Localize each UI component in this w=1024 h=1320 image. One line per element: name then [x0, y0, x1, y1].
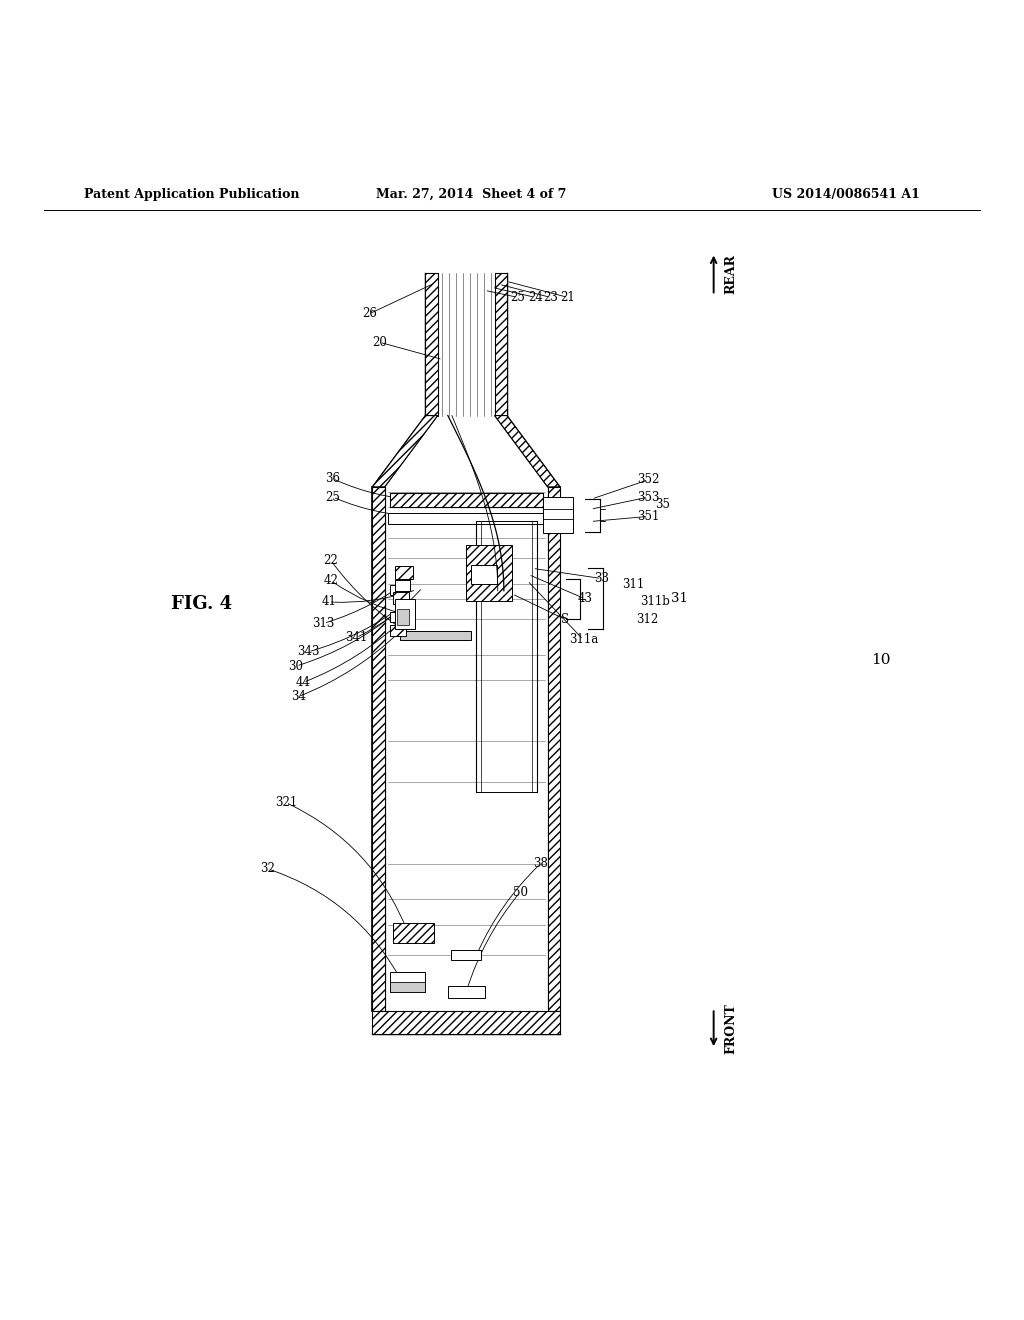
- Text: 20: 20: [372, 335, 387, 348]
- Text: REAR: REAR: [724, 253, 737, 294]
- Polygon shape: [373, 487, 385, 1011]
- Text: 44: 44: [296, 676, 310, 689]
- Bar: [466, 545, 512, 601]
- Text: 352: 352: [637, 474, 659, 486]
- Text: 24: 24: [528, 290, 543, 304]
- Text: 22: 22: [324, 553, 338, 566]
- Text: 21: 21: [560, 290, 575, 304]
- Text: S: S: [561, 612, 569, 626]
- Polygon shape: [373, 1011, 560, 1034]
- Text: 30: 30: [289, 660, 303, 673]
- Text: 311: 311: [622, 578, 644, 591]
- Bar: [390, 626, 407, 635]
- Polygon shape: [373, 416, 437, 487]
- Bar: [393, 591, 410, 605]
- Text: 23: 23: [544, 290, 558, 304]
- Text: 311b: 311b: [640, 595, 670, 609]
- Bar: [397, 609, 410, 626]
- Text: 351: 351: [637, 510, 659, 523]
- Bar: [395, 599, 416, 630]
- Text: US 2014/0086541 A1: US 2014/0086541 A1: [771, 187, 920, 201]
- Text: 31: 31: [671, 593, 688, 606]
- Polygon shape: [495, 273, 507, 416]
- Text: 41: 41: [322, 595, 336, 609]
- Text: 25: 25: [326, 491, 340, 503]
- Bar: [390, 972, 425, 993]
- Text: 35: 35: [655, 498, 671, 511]
- Text: 38: 38: [534, 857, 548, 870]
- Text: 321: 321: [274, 796, 297, 809]
- Text: 50: 50: [513, 886, 527, 899]
- Text: FIG. 4: FIG. 4: [171, 595, 232, 612]
- Text: 43: 43: [578, 593, 593, 606]
- Bar: [390, 492, 543, 507]
- Text: 343: 343: [297, 645, 319, 659]
- Bar: [385, 487, 548, 1011]
- Text: 10: 10: [871, 653, 891, 667]
- Bar: [395, 566, 414, 578]
- Text: 26: 26: [361, 308, 377, 321]
- Text: 33: 33: [594, 572, 609, 585]
- Bar: [390, 585, 404, 595]
- Bar: [395, 579, 411, 591]
- Polygon shape: [425, 273, 437, 416]
- Text: Mar. 27, 2014  Sheet 4 of 7: Mar. 27, 2014 Sheet 4 of 7: [376, 187, 566, 201]
- Text: 353: 353: [637, 491, 659, 503]
- Bar: [390, 982, 425, 993]
- Bar: [447, 986, 484, 998]
- Bar: [388, 513, 545, 524]
- Text: 36: 36: [326, 473, 340, 486]
- Text: 25: 25: [511, 290, 525, 304]
- Text: 341: 341: [345, 631, 368, 644]
- Text: 313: 313: [312, 616, 335, 630]
- Polygon shape: [548, 487, 560, 1011]
- Text: 34: 34: [291, 690, 305, 704]
- Bar: [393, 923, 433, 942]
- Polygon shape: [495, 416, 560, 487]
- Text: FRONT: FRONT: [724, 1003, 737, 1055]
- Bar: [451, 950, 481, 961]
- Text: 32: 32: [260, 862, 275, 875]
- Text: 311a: 311a: [568, 634, 598, 645]
- Bar: [400, 631, 471, 640]
- Bar: [390, 612, 409, 622]
- Bar: [471, 565, 497, 583]
- Text: 312: 312: [636, 612, 658, 626]
- Bar: [543, 498, 573, 533]
- Text: 42: 42: [324, 574, 338, 587]
- Text: Patent Application Publication: Patent Application Publication: [84, 187, 300, 201]
